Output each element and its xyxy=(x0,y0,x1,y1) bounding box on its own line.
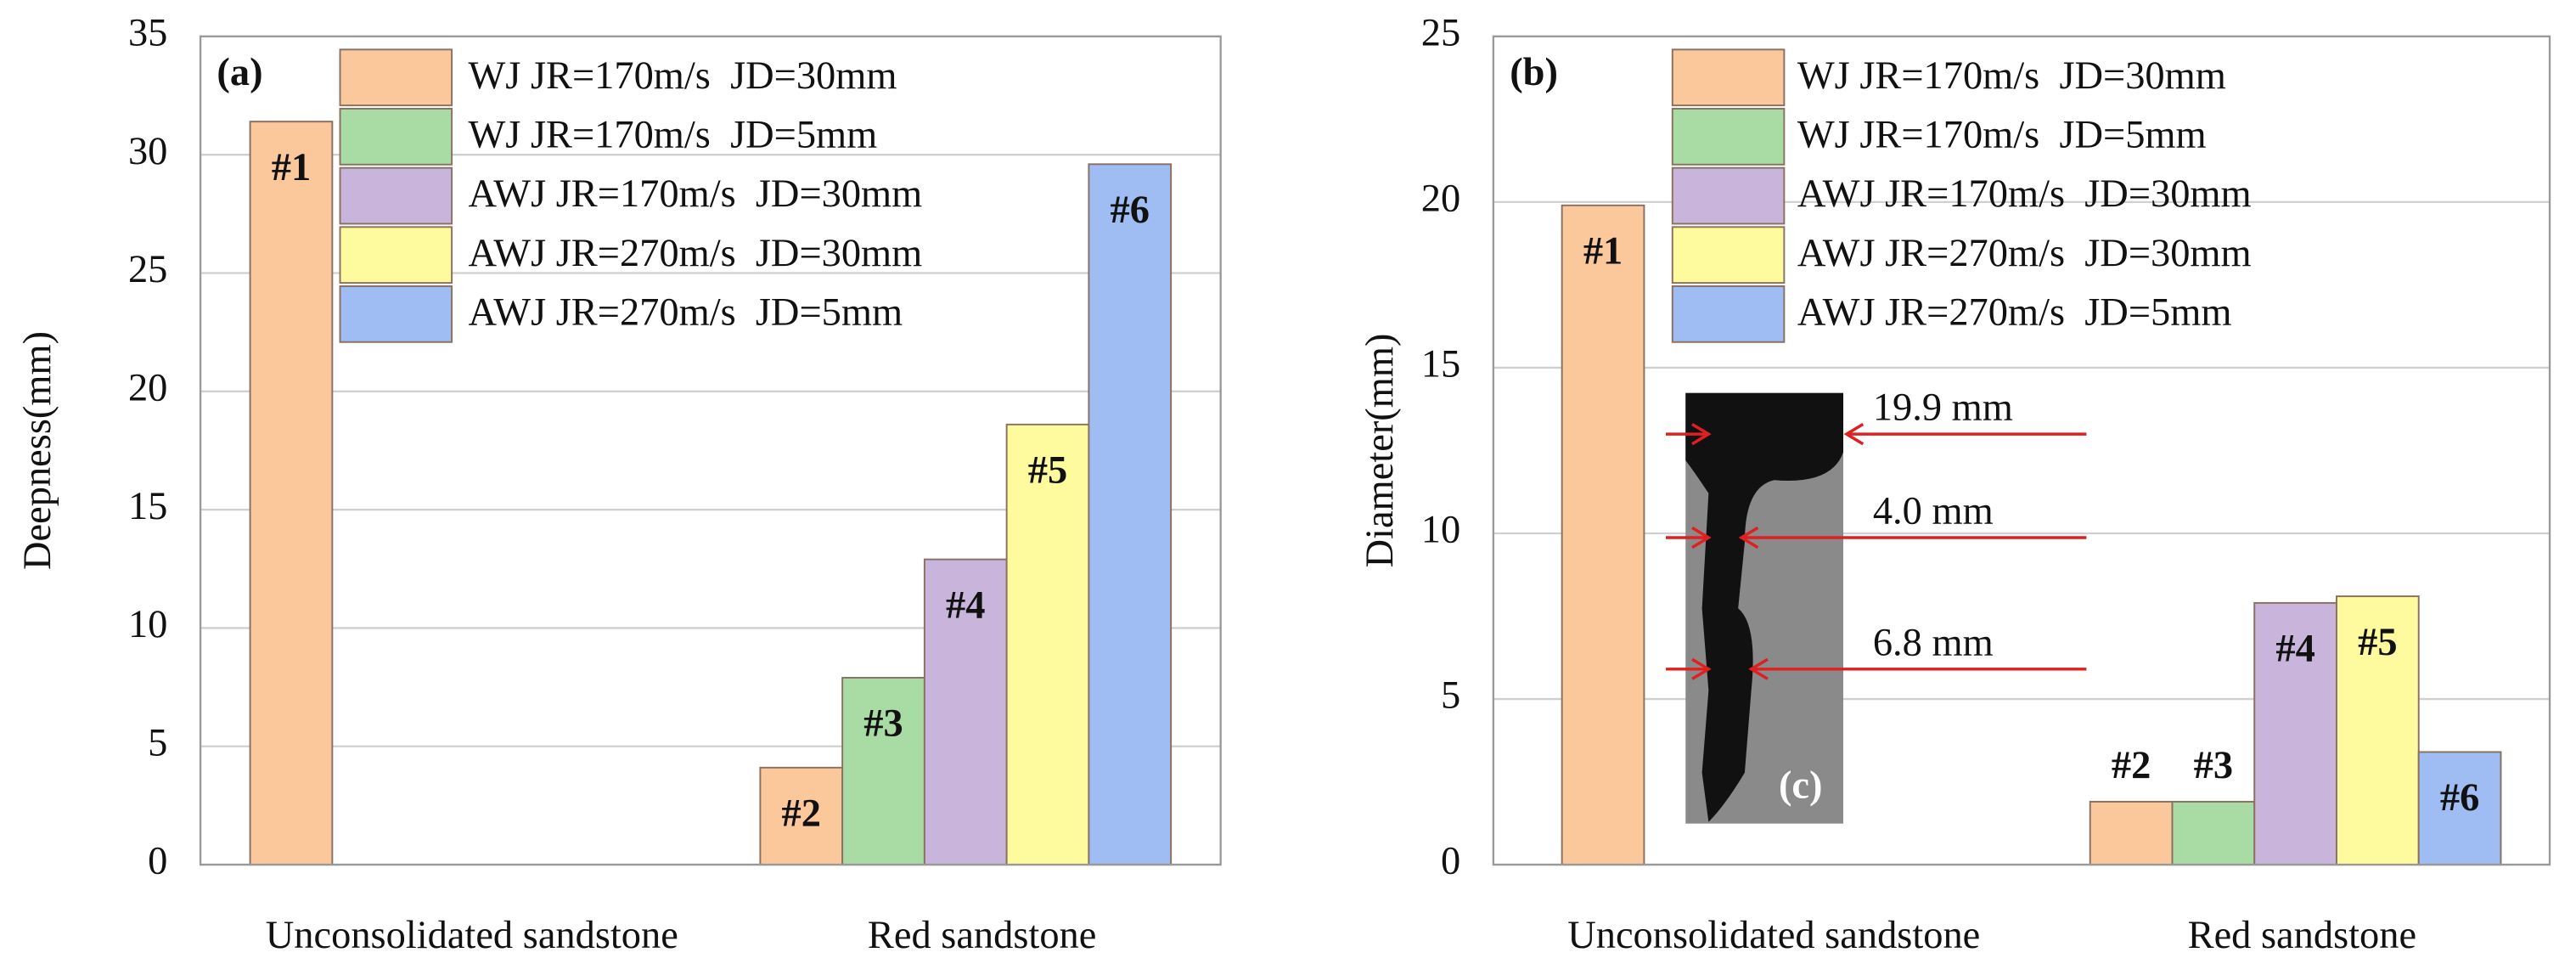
bar xyxy=(2336,595,2420,866)
legend-label: WJ JR=170m/s JD=5mm xyxy=(468,113,877,156)
inset-image xyxy=(1666,392,2087,824)
bar xyxy=(249,121,334,866)
y-tick-label: 0 xyxy=(148,840,167,883)
legend-swatch xyxy=(1671,285,1786,343)
legend-swatch xyxy=(339,226,453,285)
legend-swatch xyxy=(339,48,453,107)
legend-swatch xyxy=(339,108,453,166)
y-tick-label: 25 xyxy=(128,248,167,291)
legend-swatch xyxy=(339,285,453,343)
panel-label: (b) xyxy=(1510,51,1558,94)
bar xyxy=(2171,800,2256,866)
legend-label: WJ JR=170m/s JD=30mm xyxy=(468,54,897,98)
y-tick-label: 15 xyxy=(1421,343,1460,386)
y-tick-label: 5 xyxy=(1441,674,1460,718)
y-axis-label: Deepness(mm) xyxy=(16,331,59,570)
legend-swatch xyxy=(339,166,453,225)
y-tick-label: 20 xyxy=(128,366,167,409)
legend-label: AWJ JR=170m/s JD=30mm xyxy=(468,172,922,216)
bar-label: #1 xyxy=(272,146,311,189)
plot-frame xyxy=(199,35,1222,866)
legend-label: AWJ JR=170m/s JD=30mm xyxy=(1797,172,2252,216)
y-tick-label: 10 xyxy=(128,603,167,646)
chart: 0 5 10 15 20 25 Diameter(mm) Unconsolidated san… xyxy=(1358,12,2551,957)
bar xyxy=(759,766,844,866)
bar-label: #4 xyxy=(2275,628,2314,671)
y-tick-label: 25 xyxy=(1421,12,1460,55)
bar-label: #3 xyxy=(2194,744,2233,787)
legend-label: AWJ JR=270m/s JD=5mm xyxy=(468,290,903,334)
bar xyxy=(1561,204,1645,866)
legend-swatch xyxy=(1671,226,1786,285)
y-tick-label: 0 xyxy=(1441,840,1460,883)
x-tick-label: Red sandstone xyxy=(2188,914,2416,957)
legend-swatch xyxy=(1671,166,1786,225)
x-tick-label: Red sandstone xyxy=(868,914,1096,957)
legend-label: AWJ JR=270m/s JD=30mm xyxy=(1797,232,2252,275)
bar xyxy=(841,676,925,866)
plot-frame xyxy=(1492,35,2551,866)
bar-label: #6 xyxy=(2440,776,2479,820)
y-tick-label: 30 xyxy=(128,130,167,173)
inset-annotation: 4.0 mm xyxy=(1873,490,1994,533)
bar-label: #2 xyxy=(2112,744,2151,787)
bar xyxy=(2417,751,2502,866)
y-tick-label: 10 xyxy=(1421,509,1460,552)
bar xyxy=(2089,800,2174,866)
y-tick-label: 35 xyxy=(128,12,167,55)
legend-label: WJ JR=170m/s JD=5mm xyxy=(1797,113,2207,156)
y-tick-label: 20 xyxy=(1421,178,1460,221)
legend-swatch xyxy=(1671,48,1786,107)
legend-label: WJ JR=170m/s JD=30mm xyxy=(1797,54,2226,98)
y-tick-label: 15 xyxy=(128,485,167,528)
bar xyxy=(2253,601,2337,866)
bar-label: #4 xyxy=(946,583,985,627)
legend-label: AWJ JR=270m/s JD=5mm xyxy=(1797,290,2232,334)
bar xyxy=(1088,163,1173,866)
bar-label: #5 xyxy=(1028,449,1067,493)
legend-label: AWJ JR=270m/s JD=30mm xyxy=(468,232,922,275)
x-tick-label: Unconsolidated sandstone xyxy=(266,914,678,957)
panel-label: (a) xyxy=(217,51,262,94)
x-tick-label: Unconsolidated sandstone xyxy=(1567,914,1980,957)
chart: 0 5 10 15 20 25 30 35 Deepness(mm) Unconsolidated… xyxy=(16,12,1222,957)
inset-annotation: 6.8 mm xyxy=(1873,621,1994,664)
bar-label: #3 xyxy=(863,702,903,746)
bar-label: #1 xyxy=(1583,230,1623,273)
y-tick-label: 5 xyxy=(148,721,167,764)
y-axis-label: Diameter(mm) xyxy=(1358,334,1402,568)
inset-annotation: 19.9 mm xyxy=(1873,386,2013,430)
legend-swatch xyxy=(1671,108,1786,166)
bar-label: #6 xyxy=(1111,189,1150,232)
inset-label: (c) xyxy=(1779,764,1823,808)
bar-label: #2 xyxy=(782,792,821,836)
bar-label: #5 xyxy=(2358,621,2397,664)
